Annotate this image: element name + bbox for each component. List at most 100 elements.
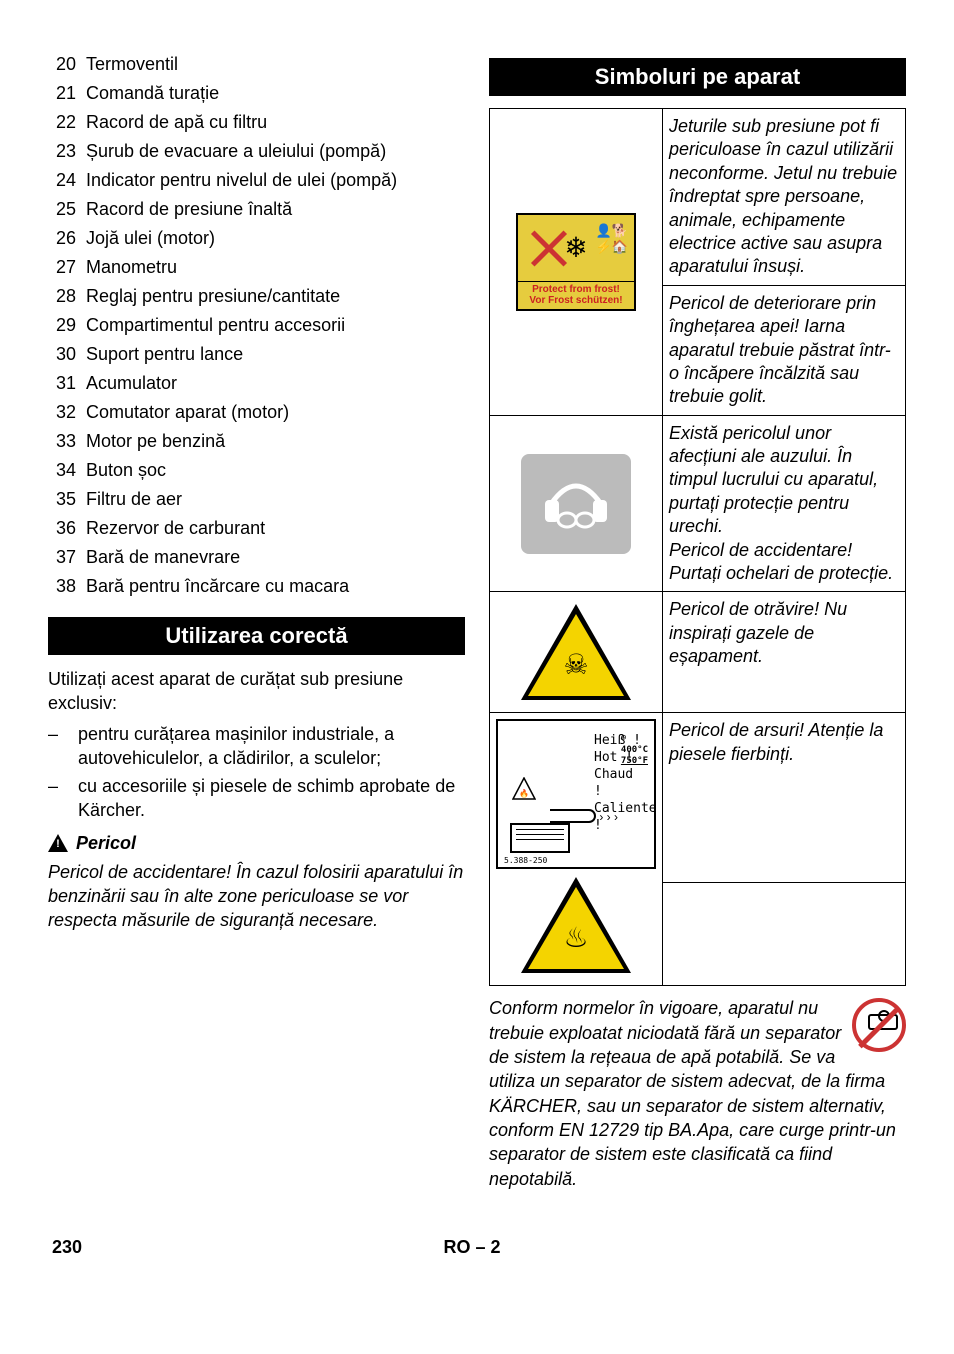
footer-lang: RO xyxy=(444,1237,471,1257)
list-item: 23 Șurub de evacuare a uleiului (pompă) xyxy=(48,137,465,166)
page-number: 230 xyxy=(52,1237,82,1258)
list-item: 36 Rezervor de carburant xyxy=(48,514,465,543)
page: 20 Termoventil 21 Comandă turație 22 Racord d… xyxy=(0,0,954,1288)
usage-bullet-list: –pentru curățarea mașinilor industriale,… xyxy=(48,722,465,823)
component-number: 26 xyxy=(48,225,76,252)
list-item: –pentru curățarea mașinilor industriale,… xyxy=(48,722,465,771)
poison-text: Pericol de otrăvire! Nu inspirați gazele… xyxy=(663,592,906,713)
component-number: 35 xyxy=(48,486,76,513)
warning-triangle-icon xyxy=(48,834,68,852)
dash-marker: – xyxy=(48,774,64,823)
component-label: Compartimentul pentru accesorii xyxy=(86,312,345,339)
frost-label-2: Vor Frost schützen! xyxy=(518,295,634,307)
bullet-text: pentru curățarea mașinilor industriale, … xyxy=(78,722,465,771)
component-number: 22 xyxy=(48,109,76,136)
component-label: Rezervor de carburant xyxy=(86,515,265,542)
list-item: 35 Filtru de aer xyxy=(48,485,465,514)
list-item: 31Acumulator xyxy=(48,369,465,398)
skull-icon: ☠ xyxy=(550,648,602,681)
table-row: Există pericolul unor afecțiuni ale auzu… xyxy=(490,415,906,592)
exhaust-pipe-icon: 🔥 › › › xyxy=(510,777,580,853)
component-label: Racord de presiune înaltă xyxy=(86,196,292,223)
list-item: 38 Bară pentru încărcare cu macara xyxy=(48,572,465,601)
component-label: Motor pe benzină xyxy=(86,428,225,455)
danger-text: Pericol de accidentare! În cazul folosir… xyxy=(48,860,465,933)
list-item: 29 Compartimentul pentru accesorii xyxy=(48,311,465,340)
list-item: 22 Racord de apă cu filtru xyxy=(48,108,465,137)
svg-text:🔥: 🔥 xyxy=(519,788,529,798)
component-label: Comandă turație xyxy=(86,80,219,107)
component-label: Comutator aparat (motor) xyxy=(86,399,289,426)
burn-line-2: Hot ! xyxy=(594,750,648,767)
list-item: 25 Racord de presiune înaltă xyxy=(48,195,465,224)
component-label: Jojă ulei (motor) xyxy=(86,225,215,252)
component-label: Indicator pentru nivelul de ulei (pompă) xyxy=(86,167,397,194)
component-number: 37 xyxy=(48,544,76,571)
component-label: Filtru de aer xyxy=(86,486,182,513)
ear-protection-icon xyxy=(521,454,631,554)
red-cross-icon xyxy=(526,223,572,269)
list-item: 26 Jojă ulei (motor) xyxy=(48,224,465,253)
component-number: 30 xyxy=(48,341,76,368)
component-label: Manometru xyxy=(86,254,177,281)
two-column-layout: 20 Termoventil 21 Comandă turație 22 Racord d… xyxy=(48,50,906,1197)
component-number: 21 xyxy=(48,80,76,107)
table-row: ☠ Pericol de otrăvire! Nu inspirați gaze… xyxy=(490,592,906,713)
burn-code: 5.388-250 xyxy=(504,856,547,865)
component-number: 29 xyxy=(48,312,76,339)
list-item: 27 Manometru xyxy=(48,253,465,282)
component-label: Reglaj pentru presiune/cantitate xyxy=(86,283,340,310)
headphones-goggles-icon xyxy=(541,474,611,534)
list-item: 32 Comutator aparat (motor) xyxy=(48,398,465,427)
list-item: 28Reglaj pentru presiune/cantitate xyxy=(48,282,465,311)
list-item: 34 Buton șoc xyxy=(48,456,465,485)
dash-marker: – xyxy=(48,722,64,771)
component-number: 25 xyxy=(48,196,76,223)
component-label: Bară de manevrare xyxy=(86,544,240,571)
list-item: 21 Comandă turație xyxy=(48,79,465,108)
ear-text: Există pericolul unor afecțiuni ale auzu… xyxy=(663,415,906,592)
left-column: 20 Termoventil 21 Comandă turație 22 Racord d… xyxy=(48,50,465,1197)
component-label: Termoventil xyxy=(86,51,178,78)
list-item: 20 Termoventil xyxy=(48,50,465,79)
list-item: 33Motor pe benzină xyxy=(48,427,465,456)
separator-text: Conform normelor în vigoare, aparatul nu… xyxy=(489,998,896,1188)
component-label: Racord de apă cu filtru xyxy=(86,109,267,136)
frost-text-1: Jeturile sub presiune pot fi periculoase… xyxy=(663,109,906,286)
list-item: –cu accesoriile și piesele de schimb apr… xyxy=(48,774,465,823)
table-row: ❄ 👤🐕⚡🏠 Protect from frost! Vor Frost sch… xyxy=(490,109,906,286)
burn-icon-cell: ⊕ 400°C 750°F Heiß ! Hot ! Chaud ! Calie… xyxy=(490,713,663,986)
component-number: 27 xyxy=(48,254,76,281)
burn-empty-cell xyxy=(663,883,906,986)
separator-paragraph: Conform normelor în vigoare, aparatul nu… xyxy=(489,996,906,1190)
component-number: 32 xyxy=(48,399,76,426)
component-number: 31 xyxy=(48,370,76,397)
poison-icon-cell: ☠ xyxy=(490,592,663,713)
component-list: 20 Termoventil 21 Comandă turație 22 Racord d… xyxy=(48,50,465,601)
component-label: Șurub de evacuare a uleiului (pompă) xyxy=(86,138,386,165)
danger-heading: Pericol xyxy=(48,833,465,854)
frost-text-2: Pericol de deteriorare prin înghețarea a… xyxy=(663,285,906,415)
usage-intro: Utilizați acest aparat de curățat sub pr… xyxy=(48,667,465,716)
component-number: 20 xyxy=(48,51,76,78)
frost-label-1: Protect from frost! xyxy=(518,284,634,296)
section-usage-title: Utilizarea corectă xyxy=(48,617,465,655)
hot-surface-warning-icon: ♨ xyxy=(516,877,636,973)
component-number: 38 xyxy=(48,573,76,600)
component-label: Buton șoc xyxy=(86,457,166,484)
list-item: 30Suport pentru lance xyxy=(48,340,465,369)
burn-hazard-label-icon: ⊕ 400°C 750°F Heiß ! Hot ! Chaud ! Calie… xyxy=(496,719,656,869)
component-number: 23 xyxy=(48,138,76,165)
no-direct-water-icon xyxy=(852,998,906,1052)
heat-waves-icon: ♨ xyxy=(550,921,602,954)
table-row: ⊕ 400°C 750°F Heiß ! Hot ! Chaud ! Calie… xyxy=(490,713,906,883)
hot-surface-mini-icon: 🔥 xyxy=(512,777,536,801)
burn-text: Pericol de arsuri! Atenție la piesele fi… xyxy=(663,713,906,883)
component-number: 34 xyxy=(48,457,76,484)
burn-line-1: Heiß ! xyxy=(594,733,648,750)
component-number: 36 xyxy=(48,515,76,542)
component-label: Bară pentru încărcare cu macara xyxy=(86,573,349,600)
frost-protection-icon: ❄ 👤🐕⚡🏠 Protect from frost! Vor Frost sch… xyxy=(516,213,636,311)
burn-line-3: Chaud ! xyxy=(594,767,648,801)
list-item: 37 Bară de manevrare xyxy=(48,543,465,572)
